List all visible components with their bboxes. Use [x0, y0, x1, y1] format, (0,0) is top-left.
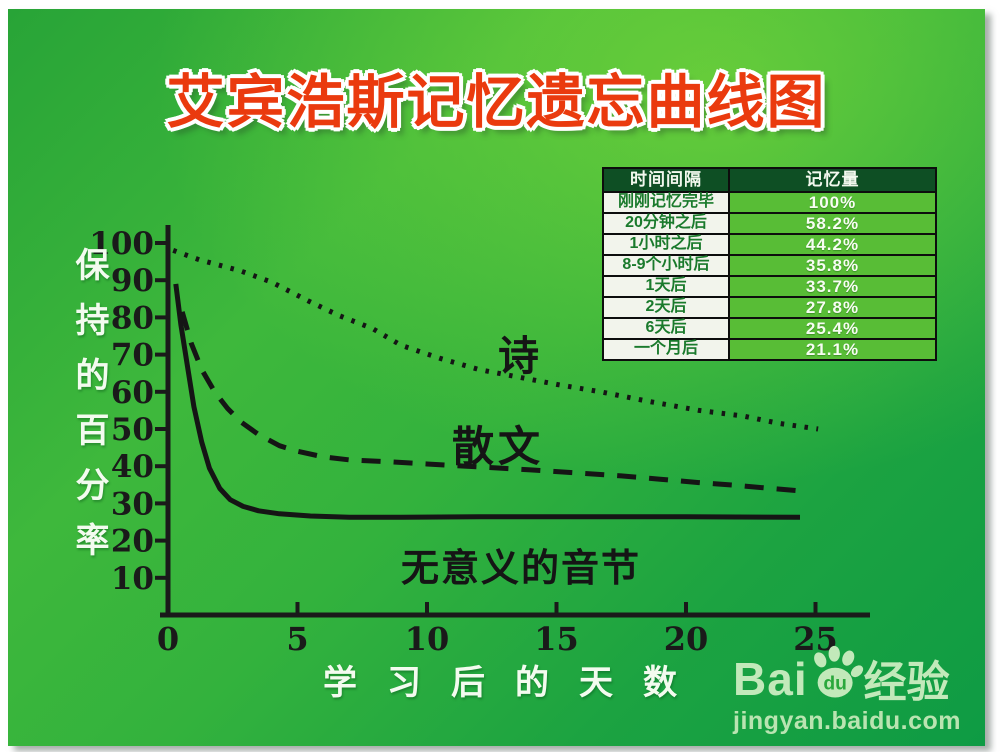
y-axis-title: 保持的百分率 [70, 247, 108, 577]
y-tick-label: 100 [89, 226, 154, 262]
y-tick-label: 50 [111, 412, 154, 448]
baidu-paw-icon: du [808, 645, 864, 701]
retention-table: 时间间隔 记忆量 刚刚记忆完毕 100% 20分钟之后 58.2% 1小时之后 44.2%… [602, 167, 937, 361]
table-header-retention: 记忆量 [728, 167, 937, 193]
x-tick-label: 20 [664, 620, 709, 658]
x-tick-label: 5 [286, 620, 308, 658]
cell-retention-value: 21.1% [728, 338, 937, 361]
y-tick-label: 10 [111, 561, 154, 597]
cell-time-interval: 8-9个小时后 [602, 254, 730, 277]
y-tick-label: 20 [111, 524, 154, 560]
table-header-row: 时间间隔 记忆量 [602, 167, 937, 193]
cell-time-interval: 6天后 [602, 317, 730, 340]
cell-retention-value: 33.7% [728, 275, 937, 298]
series-label-prose: 散文 [452, 423, 545, 470]
cell-retention-value: 58.2% [728, 212, 937, 235]
cell-time-interval: 一个月后 [602, 338, 730, 361]
curve-prose [179, 311, 803, 494]
cell-retention-value: 25.4% [728, 317, 937, 340]
cell-time-interval: 1小时之后 [602, 233, 730, 256]
poster-background: 艾宾浩斯记忆遗忘曲线图 100 90 80 70 60 50 40 30 20 10 0 5 10 15 2… [8, 9, 985, 746]
table-row: 2天后 27.8% [602, 296, 937, 319]
series-label-poetry: 诗 [498, 333, 539, 379]
baidu-jingyan-logo[interactable]: Bai du 经验 jingyan.baidu.com [733, 645, 961, 736]
baidu-logo-text-bai: Bai [733, 653, 808, 705]
cell-time-interval: 1天后 [602, 275, 730, 298]
table-row: 1小时之后 44.2% [602, 233, 937, 256]
series-label-syllables: 无意义的音节 [401, 548, 642, 590]
table-row: 刚刚记忆完毕 100% [602, 191, 937, 214]
table-row: 1天后 33.7% [602, 275, 937, 298]
baidu-logo-text-du: du [823, 674, 847, 695]
cell-time-interval: 刚刚记忆完毕 [602, 191, 730, 214]
curve-poetry [172, 248, 819, 432]
cell-retention-value: 100% [728, 191, 937, 214]
y-tick-label: 90 [111, 263, 154, 299]
baidu-logo-text-jingyan: 经验 [863, 659, 950, 707]
y-tick-label: 60 [111, 375, 154, 411]
table-row: 8-9个小时后 35.8% [602, 254, 937, 277]
retention-table-body: 刚刚记忆完毕 100% 20分钟之后 58.2% 1小时之后 44.2% 8-9个小时后 35… [602, 191, 937, 361]
table-row: 6天后 25.4% [602, 317, 937, 340]
table-row: 20分钟之后 58.2% [602, 212, 937, 235]
x-axis-title: 学习后的天数 [323, 664, 707, 702]
baidu-jingyan-url[interactable]: jingyan.baidu.com [733, 707, 961, 735]
cell-time-interval: 2天后 [602, 296, 730, 319]
y-tick-label: 70 [111, 338, 154, 374]
page-title: 艾宾浩斯记忆遗忘曲线图 [166, 70, 827, 135]
y-tick-label: 30 [111, 486, 154, 522]
y-tick-label: 40 [111, 449, 154, 485]
cell-retention-value: 27.8% [728, 296, 937, 319]
table-header-interval: 时间间隔 [602, 167, 730, 193]
x-tick-label: 10 [405, 620, 450, 658]
y-tick-label: 80 [111, 300, 154, 336]
table-row: 一个月后 21.1% [602, 338, 937, 361]
curve-syllables [173, 283, 801, 520]
baidu-logo-row: Bai du 经验 [733, 645, 961, 707]
x-tick-label: 0 [157, 620, 179, 658]
cell-time-interval: 20分钟之后 [602, 212, 730, 235]
cell-retention-value: 35.8% [728, 254, 937, 277]
x-tick-label: 15 [534, 620, 579, 658]
cell-retention-value: 44.2% [728, 233, 937, 256]
